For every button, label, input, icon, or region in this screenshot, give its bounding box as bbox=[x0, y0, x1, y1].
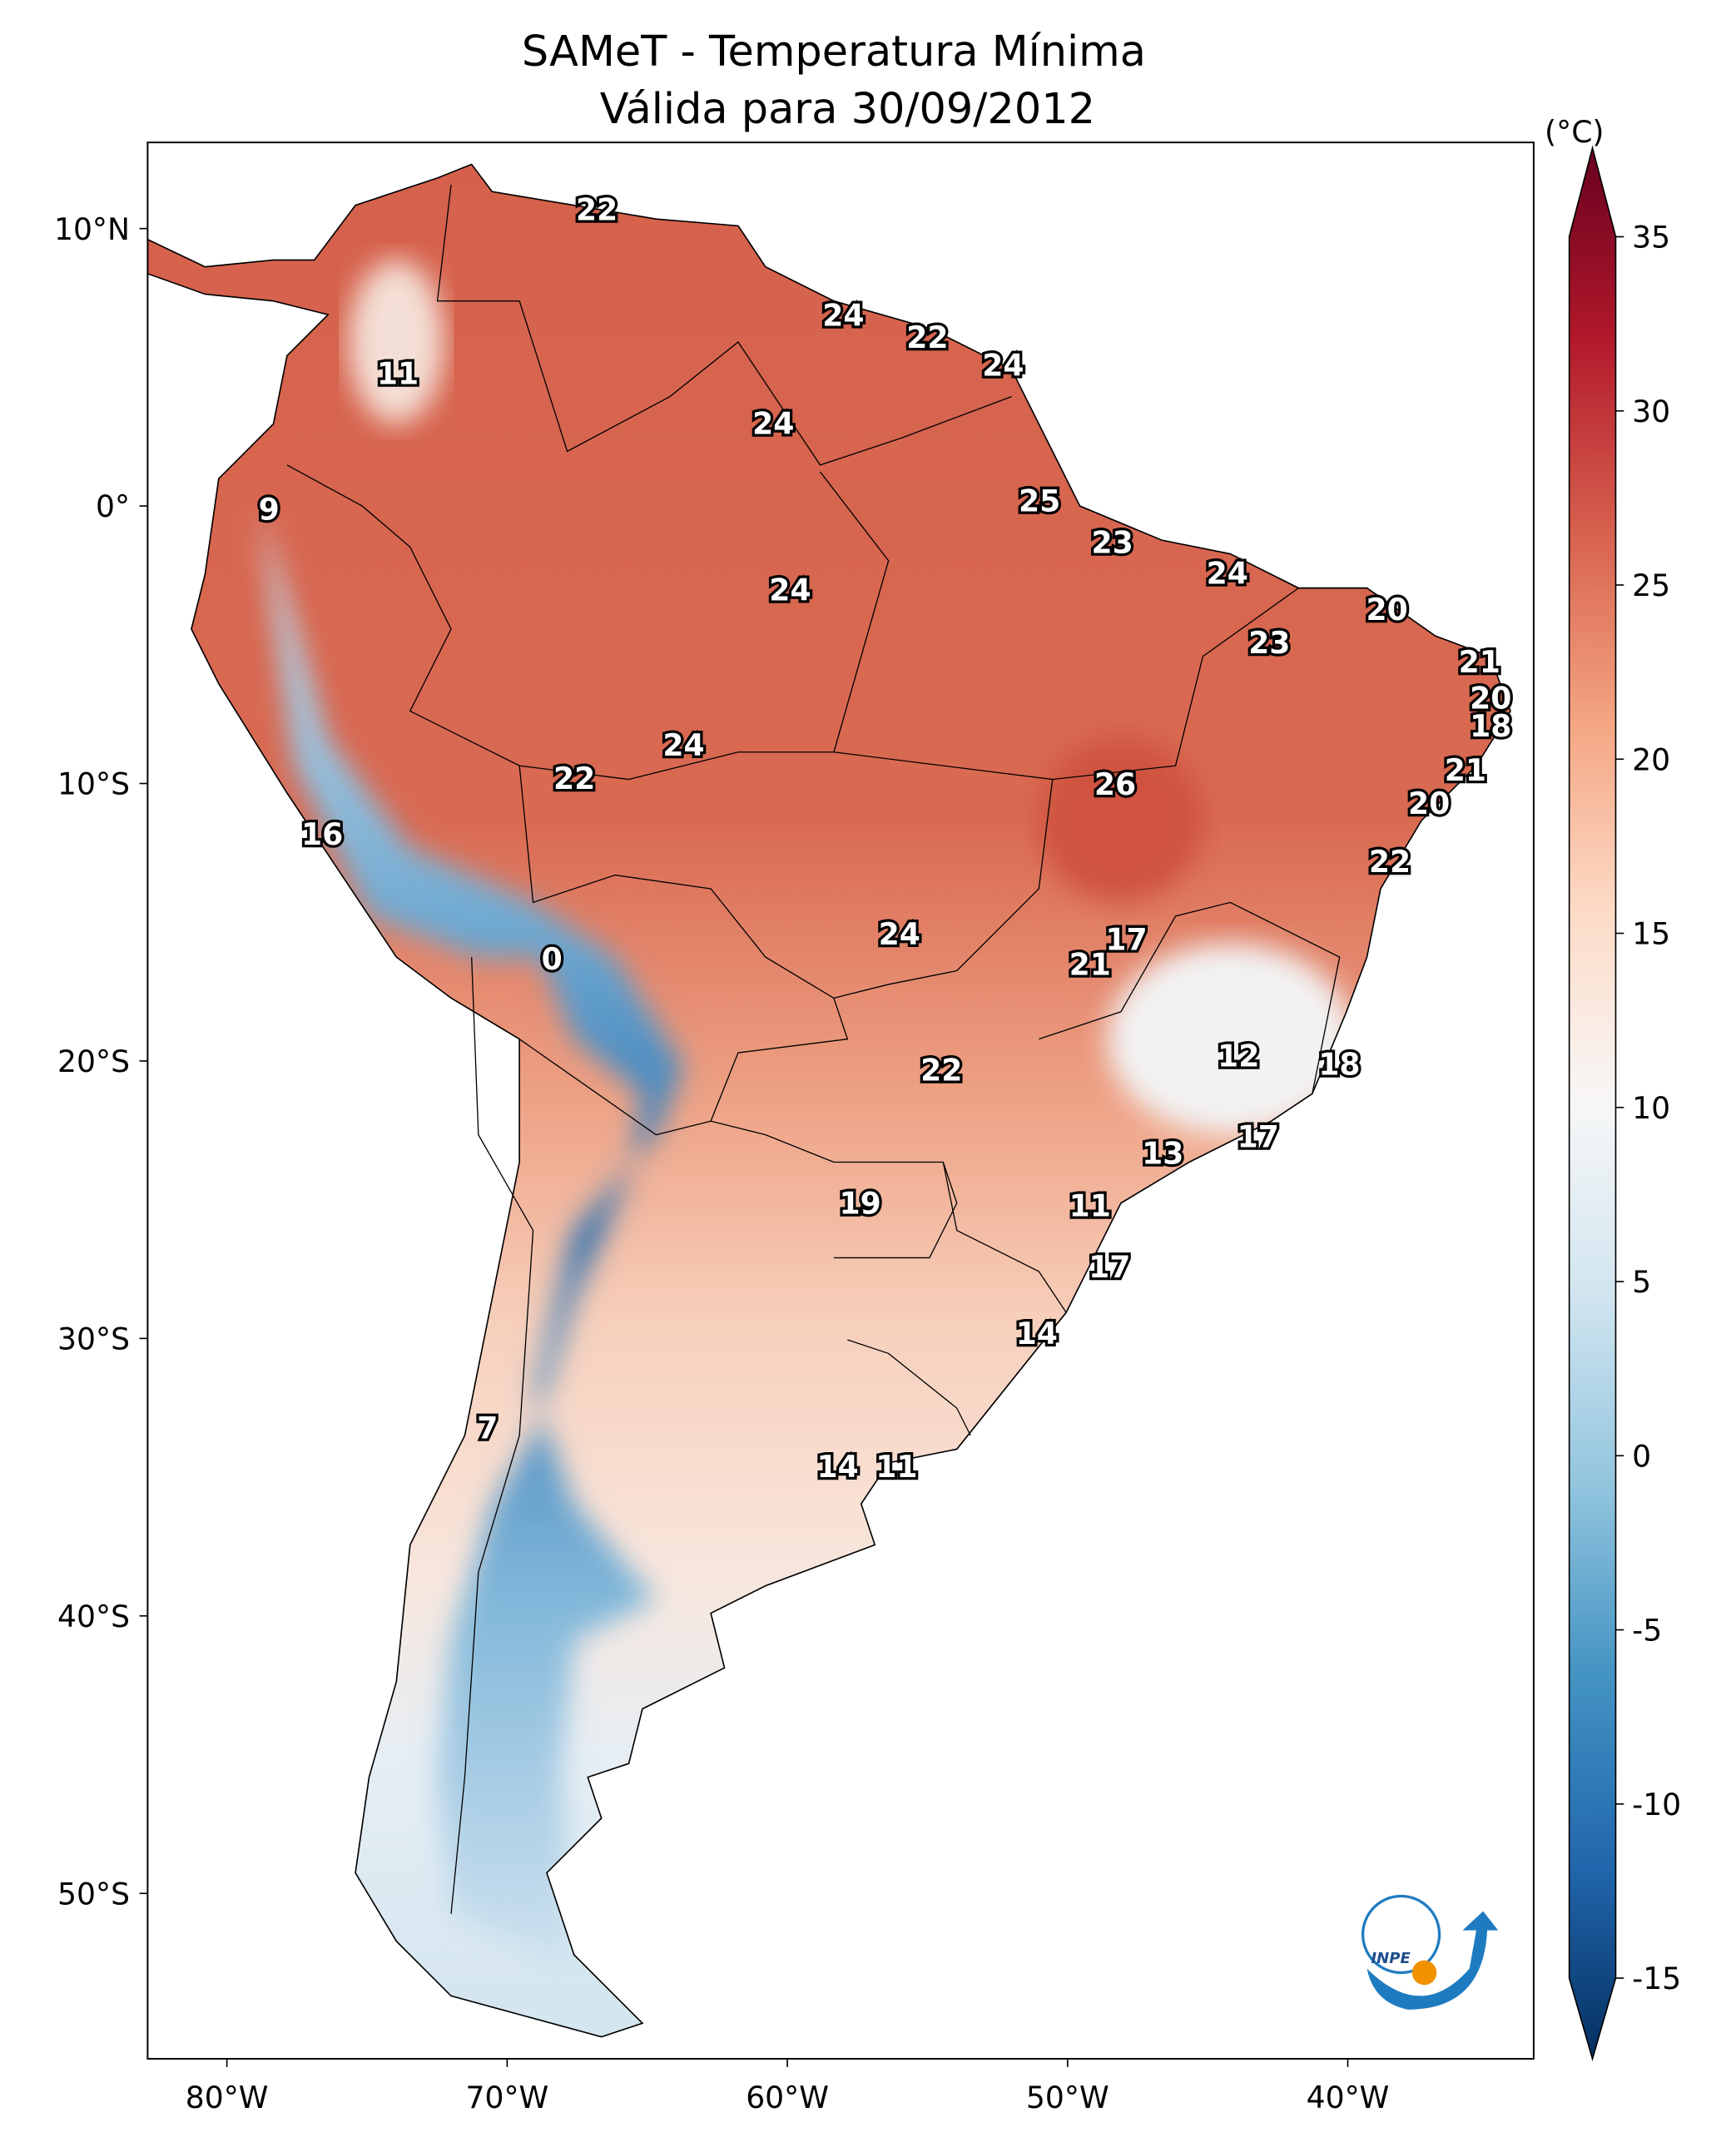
station-value-label: 7 bbox=[477, 1410, 498, 1445]
station-value-label: 24 bbox=[769, 572, 811, 607]
country-borders bbox=[286, 185, 1341, 1914]
colorbar-tick-label: -10 bbox=[1632, 1787, 1681, 1822]
station-value-label: 26 bbox=[1094, 766, 1136, 802]
cool-patch-colombia-andes bbox=[348, 260, 444, 424]
x-tick-label: 70°W bbox=[465, 2080, 548, 2115]
station-value-label: 22 bbox=[906, 320, 948, 355]
y-tick-label: 0° bbox=[96, 488, 130, 524]
colorbar-unit-label: (°C) bbox=[1545, 114, 1604, 150]
station-value-label: 9 bbox=[259, 492, 280, 528]
colorbar: (°C) 35 30 25 20 15 10 5 0 -5 -10 -15 bbox=[1545, 114, 1681, 2061]
station-value-label: 24 bbox=[822, 297, 864, 333]
station-value-label: 17 bbox=[1238, 1118, 1279, 1154]
colorbar-ticks: 35 30 25 20 15 10 5 0 -5 -10 -15 bbox=[1615, 220, 1681, 1996]
colorbar-tick-label: 35 bbox=[1632, 220, 1670, 255]
station-value-label: 22 bbox=[1369, 844, 1411, 880]
title-line-2: Válida para 30/09/2012 bbox=[600, 85, 1095, 134]
logo-ring bbox=[1361, 1894, 1441, 1975]
colorbar-tick-label: 20 bbox=[1632, 741, 1670, 777]
andes-cold-fill bbox=[260, 506, 684, 1969]
inpe-logo: INPE bbox=[1361, 1894, 1499, 2010]
y-tick-label: 20°S bbox=[57, 1044, 130, 1079]
logo-sun-icon bbox=[1411, 1960, 1437, 1986]
colorbar-tick-label: -5 bbox=[1632, 1613, 1662, 1649]
title-line-1: SAMeT - Temperatura Mínima bbox=[522, 27, 1146, 77]
temperature-field bbox=[147, 164, 1510, 2037]
y-tick-label: 10°S bbox=[57, 766, 130, 802]
y-tick-label: 40°S bbox=[57, 1599, 130, 1634]
station-value-label: 24 bbox=[1207, 555, 1248, 591]
station-value-label: 23 bbox=[1248, 625, 1290, 661]
y-tick-label: 50°S bbox=[57, 1876, 130, 1912]
colorbar-bar bbox=[1568, 145, 1617, 2061]
station-value-label: 22 bbox=[920, 1052, 962, 1088]
x-tick-label: 80°W bbox=[186, 2080, 269, 2115]
x-axis-ticks: 80°W 70°W 60°W 50°W 40°W bbox=[186, 2058, 1390, 2115]
cool-patch-minas bbox=[1107, 943, 1354, 1135]
colorbar-tick-label: 10 bbox=[1632, 1090, 1670, 1126]
station-value-label: 22 bbox=[553, 761, 595, 796]
station-value-label: 12 bbox=[1218, 1039, 1259, 1074]
station-value-label: 11 bbox=[1069, 1188, 1111, 1224]
station-value-label: 14 bbox=[817, 1449, 859, 1485]
colorbar-tick-label: 15 bbox=[1632, 916, 1670, 952]
station-value-label: 20 bbox=[1408, 786, 1450, 821]
station-value-label: 25 bbox=[1019, 483, 1060, 519]
station-value-label: 18 bbox=[1470, 708, 1511, 744]
station-value-label: 11 bbox=[377, 355, 419, 391]
station-value-label: 21 bbox=[1069, 947, 1111, 983]
station-value-label: 17 bbox=[1089, 1249, 1130, 1285]
y-tick-label: 10°N bbox=[54, 211, 130, 247]
warm-core-tocantins bbox=[1039, 738, 1203, 903]
station-value-label: 20 bbox=[1366, 592, 1408, 627]
x-tick-label: 40°W bbox=[1307, 2080, 1390, 2115]
chart-title: SAMeT - Temperatura Mínima Válida para 3… bbox=[522, 27, 1146, 134]
station-value-label: 16 bbox=[301, 816, 343, 852]
station-value-label: 14 bbox=[1016, 1316, 1058, 1351]
station-value-label: 21 bbox=[1459, 644, 1500, 680]
y-tick-label: 30°S bbox=[57, 1321, 130, 1357]
logo-text: INPE bbox=[1371, 1950, 1411, 1967]
station-value-label: 21 bbox=[1445, 752, 1486, 788]
coastline bbox=[146, 163, 1511, 2038]
colorbar-tick-label: 5 bbox=[1632, 1264, 1651, 1300]
station-value-label: 22 bbox=[576, 192, 618, 228]
station-value-label: 24 bbox=[879, 916, 920, 952]
station-value-label: 13 bbox=[1142, 1135, 1183, 1171]
map-frame bbox=[146, 141, 1535, 2060]
y-axis-ticks: 10°N 0° 10°S 20°S 30°S 40°S 50°S bbox=[54, 211, 148, 1912]
colorbar-tick-label: 0 bbox=[1632, 1438, 1651, 1474]
station-value-label: 23 bbox=[1092, 525, 1133, 561]
station-value-label: 24 bbox=[662, 727, 704, 763]
station-value-label: 0 bbox=[542, 941, 563, 977]
logo-arrow-icon bbox=[1366, 1911, 1499, 2010]
station-value-label: 17 bbox=[1105, 922, 1147, 958]
colorbar-tick-label: 25 bbox=[1632, 568, 1670, 603]
station-value-label: 19 bbox=[839, 1185, 880, 1221]
station-value-label: 24 bbox=[752, 405, 794, 441]
station-value-label: 18 bbox=[1318, 1047, 1360, 1083]
x-tick-label: 60°W bbox=[746, 2080, 829, 2115]
station-value-label: 20 bbox=[1470, 680, 1511, 716]
x-tick-label: 50°W bbox=[1026, 2080, 1109, 2115]
colorbar-tick-label: 30 bbox=[1632, 394, 1670, 429]
station-value-label: 24 bbox=[982, 347, 1024, 383]
colorbar-tick-label: -15 bbox=[1632, 1961, 1681, 1996]
station-value-label: 11 bbox=[875, 1449, 917, 1485]
